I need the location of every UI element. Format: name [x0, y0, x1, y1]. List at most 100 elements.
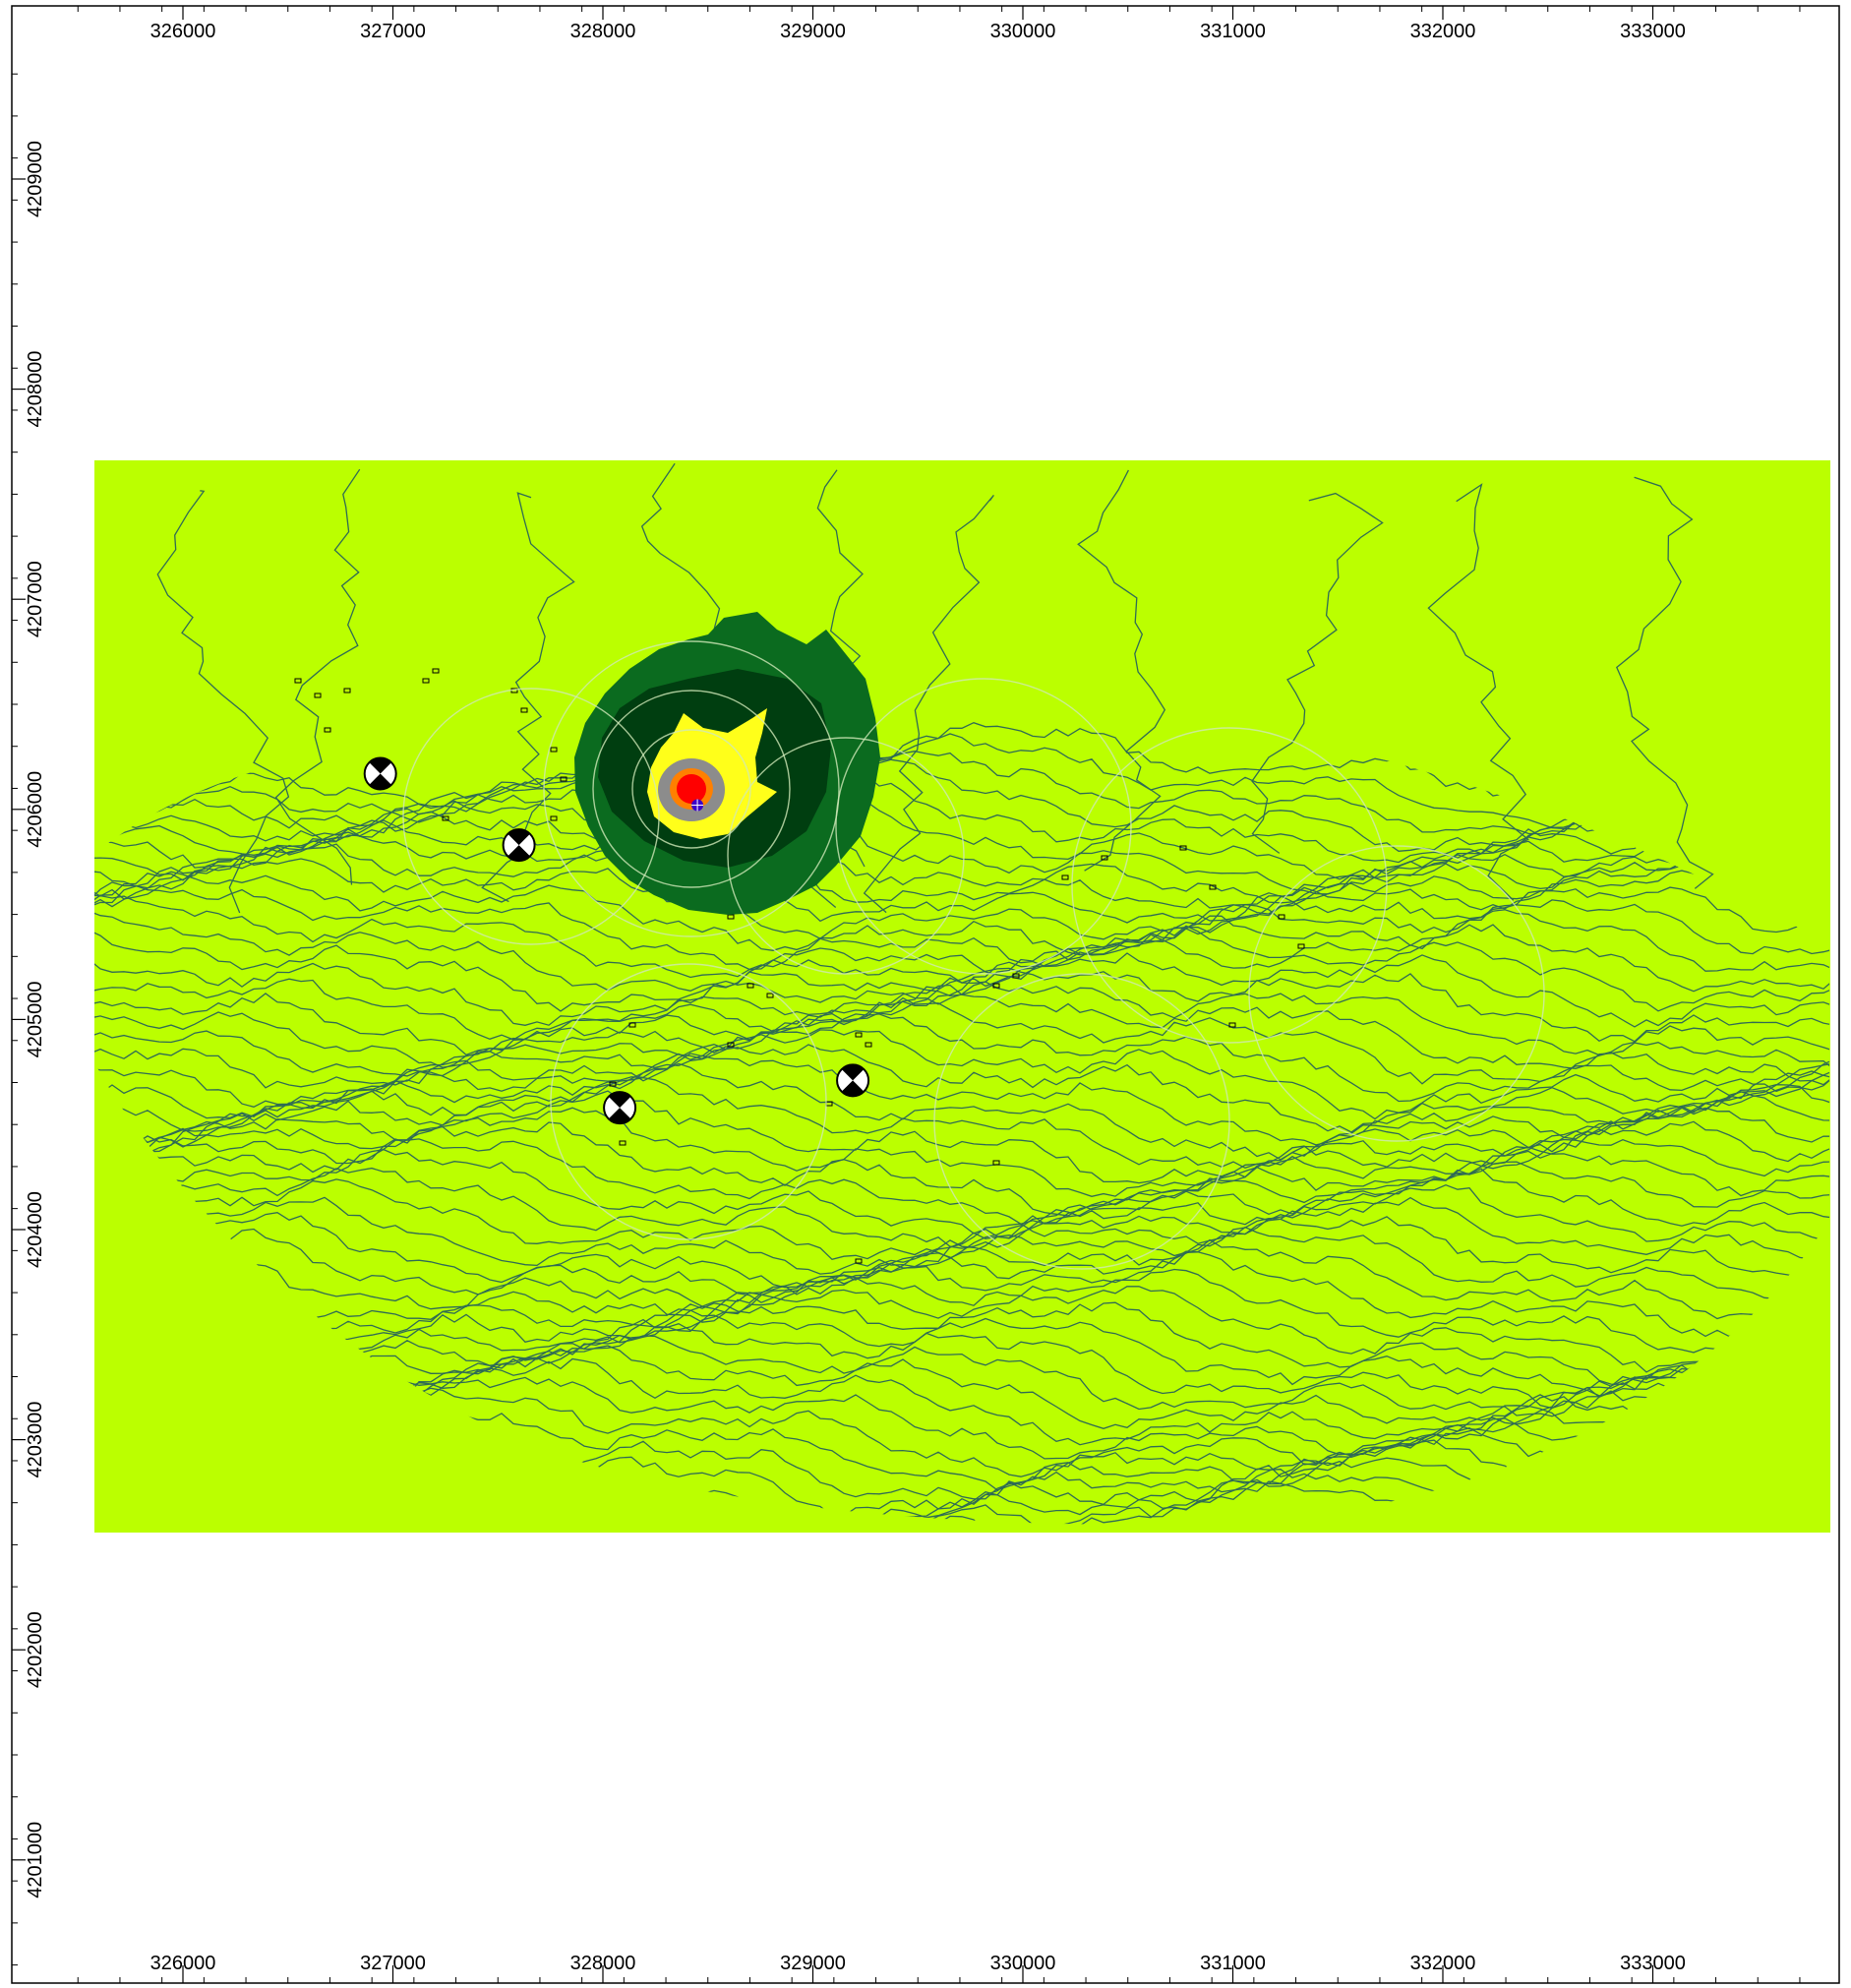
contour-line: [94, 867, 1829, 956]
distance-ring: [550, 963, 827, 1240]
concentration-field: [94, 460, 1830, 1533]
contour-line: [94, 1238, 1829, 1330]
contour-line: [1616, 476, 1714, 889]
concentration-plume: [574, 612, 880, 915]
x-tick-label: 331000: [1200, 21, 1266, 42]
building-outline: [1179, 845, 1187, 851]
distance-ring: [631, 729, 751, 849]
contour-line: [94, 1184, 1829, 1275]
x-tick-label: 326000: [150, 21, 216, 42]
building-outline: [1012, 973, 1020, 979]
contour-line: [1251, 492, 1384, 854]
y-tick-label: 4204000: [25, 1191, 46, 1268]
emission-source-icon: [691, 799, 704, 812]
x-tick-label: 328000: [570, 21, 636, 42]
contour-line: [94, 823, 1829, 915]
building-outline: [422, 678, 430, 684]
distance-ring: [402, 688, 660, 945]
contour-line: [94, 1196, 1829, 1289]
building-outline: [1297, 943, 1305, 949]
building-outline: [324, 727, 331, 733]
x-tick-label: 327000: [360, 21, 426, 42]
distance-ring: [543, 640, 840, 937]
x-tick-label: 331000: [1200, 1953, 1266, 1974]
building-outline: [1228, 1022, 1236, 1028]
contour-line: [1427, 483, 1529, 901]
x-tick-label: 326000: [150, 1953, 216, 1974]
x-tick-label: 332000: [1410, 21, 1476, 42]
contour-line: [94, 977, 1829, 1068]
contour-line: [94, 803, 1829, 895]
building-outline: [1101, 855, 1108, 861]
building-outline: [432, 668, 440, 674]
building-outline: [294, 678, 302, 684]
building-outline: [520, 707, 528, 713]
x-tick-label: 333000: [1620, 1953, 1686, 1974]
distance-ring: [1248, 845, 1545, 1142]
x-tick-label: 328000: [570, 1953, 636, 1974]
contour-line: [94, 1029, 1829, 1120]
building-outline: [727, 1042, 735, 1048]
contour-line: [94, 1160, 1829, 1249]
contour-line: [94, 1146, 1829, 1239]
contour-line: [94, 1216, 1829, 1303]
contour-line: [94, 1251, 1829, 1340]
plume-red-zone: [677, 774, 706, 804]
building-outline: [609, 1081, 617, 1087]
contour-line: [94, 1168, 1829, 1261]
contour-line: [94, 733, 1829, 830]
contour-line: [94, 1107, 1829, 1197]
y-tick-label: 4206000: [25, 771, 46, 848]
contour-line: [274, 468, 361, 885]
building-outline: [550, 815, 558, 821]
contour-line: [156, 490, 290, 914]
contour-line: [94, 1090, 1829, 1184]
x-tick-label: 330000: [990, 1953, 1056, 1974]
distance-ring: [592, 690, 791, 888]
building-outline: [1061, 874, 1069, 880]
building-outline: [550, 747, 558, 753]
distance-rings: [402, 640, 1545, 1270]
x-tick-label: 330000: [990, 21, 1056, 42]
distance-ring: [1071, 727, 1388, 1044]
contour-line: [1077, 469, 1166, 872]
y-tick-label: 4208000: [25, 351, 46, 428]
receptor-marker-icon: [363, 756, 397, 791]
x-tick-label: 333000: [1620, 21, 1686, 42]
x-tick-label: 332000: [1410, 1953, 1476, 1974]
building-outline: [314, 693, 322, 698]
receptor-marker-icon: [836, 1063, 870, 1098]
y-tick-label: 4207000: [25, 561, 46, 637]
distance-ring: [727, 737, 965, 975]
building-outline: [1209, 884, 1217, 890]
y-tick-label: 4203000: [25, 1402, 46, 1478]
building-outline: [343, 688, 351, 693]
contour-line: [94, 1076, 1829, 1170]
receptor-marker-icon: [502, 828, 536, 863]
map-axes: 326000 326000 327000 327000 328000 328000 3290…: [12, 6, 1801, 1983]
x-tick-label: 329000: [780, 1953, 846, 1974]
contour-line: [94, 984, 1829, 1077]
contour-line: [863, 494, 994, 914]
y-tick-label: 4202000: [25, 1611, 46, 1688]
contour-line: [94, 967, 1829, 1056]
building-outline: [865, 1042, 872, 1048]
distance-ring: [835, 678, 1132, 975]
contour-line: [94, 1053, 1829, 1148]
building-outline: [1278, 914, 1285, 920]
x-tick-label: 327000: [360, 1953, 426, 1974]
building-outlines: [294, 668, 1305, 1264]
contour-line: [94, 837, 1829, 924]
building-outline: [746, 983, 754, 989]
y-tick-label: 4205000: [25, 981, 46, 1057]
building-outline: [628, 1022, 636, 1028]
contour-line: [94, 1138, 1829, 1226]
receptor-marker-icon: [603, 1091, 637, 1125]
contour-line: [94, 1286, 1829, 1373]
building-outline: [619, 1140, 627, 1146]
building-outline: [727, 914, 735, 920]
building-outline: [442, 815, 449, 821]
contour-line: [94, 1062, 1829, 1161]
contour-line: [94, 1268, 1829, 1358]
